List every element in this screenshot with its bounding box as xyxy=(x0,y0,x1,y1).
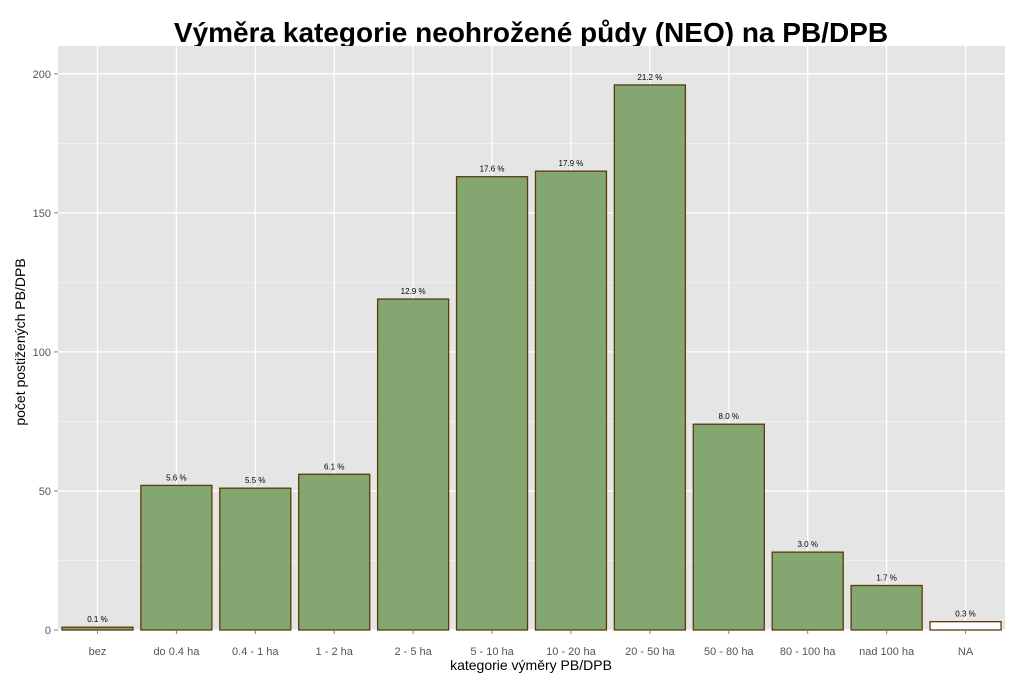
x-tick-label: 10 - 20 ha xyxy=(546,646,596,658)
bar-value-label: 0.3 % xyxy=(955,610,975,619)
bar-value-label: 12.9 % xyxy=(401,287,426,296)
bar xyxy=(298,473,371,631)
bar-value-label: 17.9 % xyxy=(559,159,584,168)
bar-value-label: 1.7 % xyxy=(876,574,896,583)
bar-value-label: 17.6 % xyxy=(480,165,505,174)
x-tick-label: do 0.4 ha xyxy=(153,646,200,658)
bar xyxy=(613,84,687,631)
bar xyxy=(140,484,213,631)
x-tick-label: 2 - 5 ha xyxy=(394,646,432,658)
bar-value-label: 0.1 % xyxy=(87,615,107,624)
bar-value-label: 21.2 % xyxy=(637,73,662,82)
bar-value-label: 6.1 % xyxy=(324,462,344,471)
bar xyxy=(771,551,844,631)
y-tick-label: 0 xyxy=(45,625,51,637)
x-axis-ticks: bez do 0.4 ha 0.4 - 1 ha 1 - 2 ha 2 - 5 ha 5 … xyxy=(89,630,974,658)
y-tick-label: 200 xyxy=(33,69,51,81)
y-tick-label: 50 xyxy=(39,486,51,498)
y-axis-ticks: 0 50 100 150 200 xyxy=(33,69,58,637)
bar xyxy=(61,626,134,631)
bar-value-label: 5.6 % xyxy=(166,473,186,482)
x-tick-label: nad 100 ha xyxy=(859,646,915,658)
x-tick-label: 50 - 80 ha xyxy=(704,646,754,658)
bar xyxy=(455,176,529,631)
bar xyxy=(692,423,765,631)
bars xyxy=(61,84,1002,631)
x-tick-label: NA xyxy=(958,646,974,658)
x-tick-label: 20 - 50 ha xyxy=(625,646,675,658)
x-tick-label: bez xyxy=(89,646,107,658)
y-axis-title: počet postižených PB/DPB xyxy=(12,258,28,425)
bar xyxy=(376,298,450,631)
y-tick-label: 100 xyxy=(33,347,51,359)
x-tick-label: 0.4 - 1 ha xyxy=(232,646,279,658)
bar xyxy=(929,621,1002,631)
bar-value-label: 3.0 % xyxy=(797,540,817,549)
x-tick-label: 80 - 100 ha xyxy=(780,646,837,658)
bar-value-label: 5.5 % xyxy=(245,476,265,485)
bar xyxy=(534,170,608,631)
x-axis-title: kategorie výměry PB/DPB xyxy=(450,657,612,673)
y-tick-label: 150 xyxy=(33,208,51,220)
x-tick-label: 1 - 2 ha xyxy=(316,646,354,658)
data-labels: 0.1 % 5.6 % 5.5 % 6.1 % 12.9 % 17.6 % 17.9 % 21… xyxy=(87,73,976,624)
bar xyxy=(850,584,923,631)
bar-value-label: 8.0 % xyxy=(719,412,739,421)
x-tick-label: 5 - 10 ha xyxy=(470,646,514,658)
bar xyxy=(219,487,292,631)
chart-title: Výměra kategorie neohrožené půdy (NEO) n… xyxy=(174,17,888,48)
